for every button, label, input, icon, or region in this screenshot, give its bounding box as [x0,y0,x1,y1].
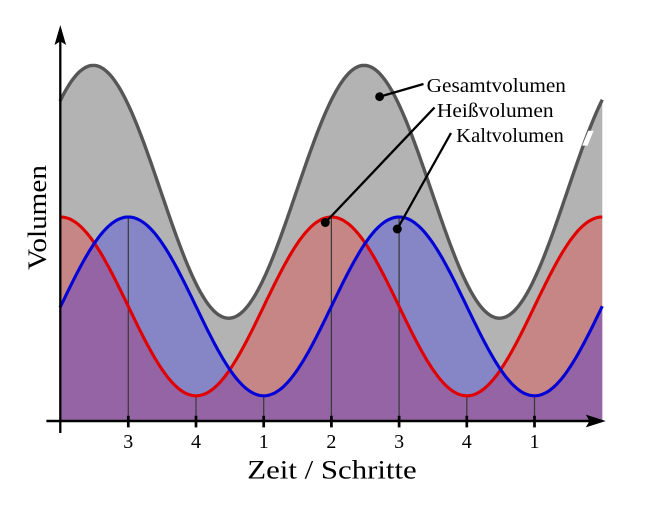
svg-text:1: 1 [259,431,269,453]
svg-text:Gesamtvolumen: Gesamtvolumen [427,75,566,97]
svg-text:Heißvolumen: Heißvolumen [437,100,554,122]
svg-text:Kaltvolumen: Kaltvolumen [456,125,564,147]
svg-text:Volumen: Volumen [23,165,52,270]
svg-text:3: 3 [394,431,404,453]
svg-text:1: 1 [530,431,540,453]
svg-text:3: 3 [123,431,133,453]
svg-text:Zeit / Schritte: Zeit / Schritte [247,456,417,485]
svg-text:2: 2 [326,431,336,453]
svg-text:4: 4 [191,431,201,453]
svg-text:4: 4 [462,431,472,453]
